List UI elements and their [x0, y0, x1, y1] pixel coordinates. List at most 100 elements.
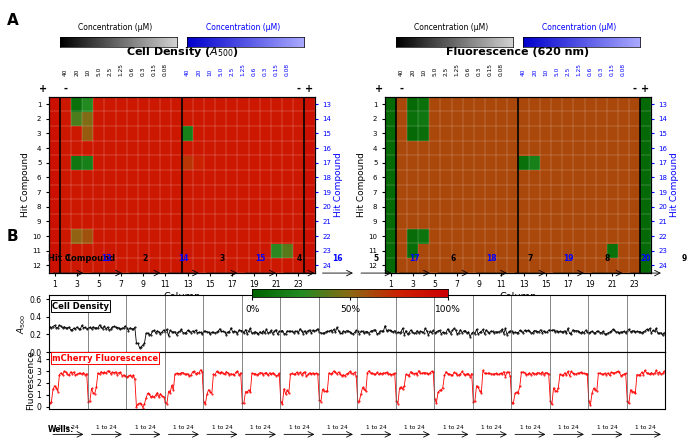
Text: 1 to 24: 1 to 24: [97, 425, 117, 430]
Text: 20: 20: [74, 68, 79, 76]
Text: 1 to 24: 1 to 24: [520, 425, 540, 430]
Text: 1 to 24: 1 to 24: [58, 425, 78, 430]
Text: 1.25: 1.25: [454, 62, 459, 76]
Text: 1 to 24: 1 to 24: [559, 425, 579, 430]
Text: 1 to 24: 1 to 24: [212, 425, 232, 430]
Y-axis label: Hit Compound: Hit Compound: [671, 152, 680, 217]
Text: 1 to 24: 1 to 24: [289, 425, 309, 430]
Text: 5.0: 5.0: [433, 66, 438, 76]
Text: 40: 40: [63, 68, 68, 76]
Text: -: -: [400, 84, 404, 94]
Text: +: +: [641, 84, 650, 94]
Text: mCherry Fluorescence: mCherry Fluorescence: [52, 354, 158, 363]
Text: 0.15: 0.15: [610, 62, 615, 76]
Text: 5.0: 5.0: [218, 66, 223, 76]
Text: +: +: [39, 84, 48, 94]
Y-axis label: Hit Compound: Hit Compound: [20, 152, 29, 217]
Text: 20: 20: [196, 68, 201, 76]
Text: 17: 17: [410, 254, 420, 263]
Title: Cell Density ($A_{500}$): Cell Density ($A_{500}$): [125, 45, 239, 59]
Text: 9: 9: [682, 254, 687, 263]
Text: 1.25: 1.25: [577, 62, 582, 76]
Text: 0.6: 0.6: [251, 66, 256, 76]
Text: 0.15: 0.15: [488, 62, 493, 76]
Text: 1: 1: [66, 254, 71, 263]
Text: 20: 20: [532, 68, 537, 76]
Text: 40: 40: [521, 68, 526, 76]
Text: 1 to 24: 1 to 24: [328, 425, 348, 430]
Text: 2.5: 2.5: [566, 66, 570, 76]
Text: 5: 5: [374, 254, 379, 263]
Y-axis label: Hit Compound: Hit Compound: [356, 152, 365, 217]
Text: 1 to 24: 1 to 24: [135, 425, 155, 430]
Text: Concentration (μM): Concentration (μM): [542, 23, 616, 32]
Title: Fluorescence (620 nm): Fluorescence (620 nm): [447, 47, 589, 57]
Text: Concentration (μM): Concentration (μM): [414, 23, 489, 32]
Text: Concentration (μM): Concentration (μM): [78, 23, 153, 32]
Text: 0.3: 0.3: [477, 66, 482, 76]
Text: 19: 19: [564, 254, 574, 263]
Text: 0.6: 0.6: [587, 66, 592, 76]
Text: 0.6: 0.6: [466, 66, 470, 76]
Text: 8: 8: [605, 254, 610, 263]
Text: 0.08: 0.08: [499, 62, 504, 76]
Text: Hit Compound: Hit Compound: [48, 254, 115, 263]
Text: 10: 10: [421, 68, 426, 76]
Text: A: A: [7, 13, 19, 28]
Text: 0.3: 0.3: [141, 66, 146, 76]
Text: +: +: [305, 84, 314, 94]
Text: 18: 18: [486, 254, 497, 263]
Text: -: -: [64, 84, 68, 94]
Text: -: -: [632, 84, 636, 94]
Text: 4: 4: [297, 254, 302, 263]
Text: 1 to 24: 1 to 24: [366, 425, 386, 430]
Text: 14: 14: [178, 254, 189, 263]
Text: 1 to 24: 1 to 24: [636, 425, 656, 430]
Text: 10: 10: [85, 68, 90, 76]
Text: 2.5: 2.5: [444, 66, 449, 76]
Text: +: +: [375, 84, 384, 94]
X-axis label: Column: Column: [499, 292, 537, 302]
Y-axis label: Fluorescence: Fluorescence: [26, 351, 35, 411]
Text: 5.0: 5.0: [554, 66, 559, 76]
Text: 5.0: 5.0: [97, 66, 102, 76]
Text: 1.25: 1.25: [118, 62, 123, 76]
Text: 0.08: 0.08: [163, 62, 168, 76]
Text: 0.3: 0.3: [262, 66, 267, 76]
Text: 16: 16: [332, 254, 343, 263]
Text: 0.6: 0.6: [130, 66, 134, 76]
Text: Wells:: Wells:: [48, 425, 74, 434]
Text: 2.5: 2.5: [108, 66, 113, 76]
Text: 1.25: 1.25: [241, 62, 246, 76]
Text: 1 to 24: 1 to 24: [443, 425, 463, 430]
Text: 0.15: 0.15: [274, 62, 279, 76]
Text: -: -: [296, 84, 300, 94]
Text: 13: 13: [102, 254, 112, 263]
Text: 1 to 24: 1 to 24: [405, 425, 425, 430]
Text: 1 to 24: 1 to 24: [597, 425, 617, 430]
Text: 0.08: 0.08: [621, 62, 626, 76]
Text: 1 to 24: 1 to 24: [251, 425, 271, 430]
Text: 40: 40: [185, 68, 190, 76]
Y-axis label: Hit Compound: Hit Compound: [335, 152, 344, 217]
Text: 0.15: 0.15: [152, 62, 157, 76]
Text: 40: 40: [399, 68, 404, 76]
Text: 20: 20: [410, 68, 415, 76]
Text: 2: 2: [143, 254, 148, 263]
Text: 3: 3: [220, 254, 225, 263]
Text: B: B: [7, 229, 19, 244]
Text: Concentration (μM): Concentration (μM): [206, 23, 280, 32]
Text: 1 to 24: 1 to 24: [174, 425, 194, 430]
Text: 10: 10: [543, 68, 548, 76]
Text: Cell Density: Cell Density: [52, 302, 109, 311]
Text: 20: 20: [640, 254, 651, 263]
Text: 0.08: 0.08: [285, 62, 290, 76]
Text: 6: 6: [451, 254, 456, 263]
Text: 15: 15: [256, 254, 266, 263]
X-axis label: Column: Column: [163, 292, 201, 302]
Text: 0.3: 0.3: [598, 66, 603, 76]
Text: 2.5: 2.5: [230, 66, 235, 76]
Text: 7: 7: [528, 254, 533, 263]
Y-axis label: $A_{500}$: $A_{500}$: [15, 313, 28, 334]
Text: 1 to 24: 1 to 24: [482, 425, 502, 430]
